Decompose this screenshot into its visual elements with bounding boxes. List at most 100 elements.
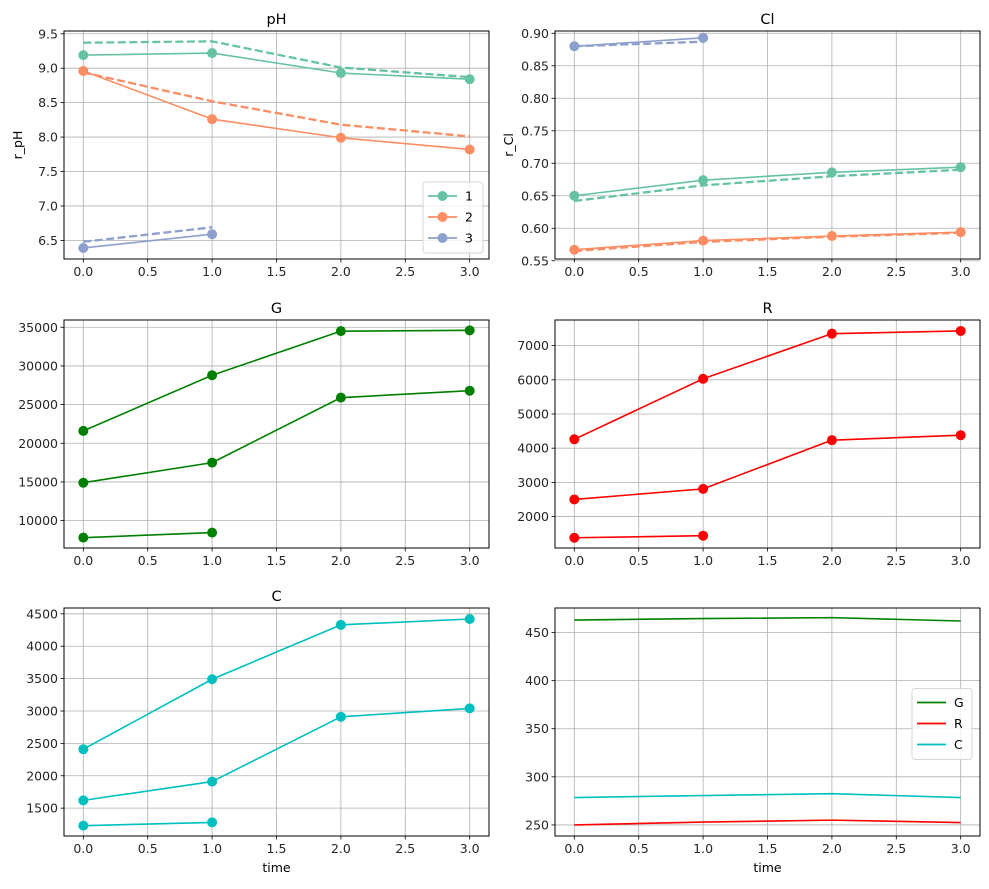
x-tick-label: 1.0: [202, 553, 222, 568]
y-tick-label: 0.75: [521, 123, 549, 138]
y-tick-label: 300: [525, 769, 549, 784]
series-line-3: [574, 37, 704, 48]
data-point-2: [335, 392, 346, 403]
x-tick-label: 0.5: [138, 553, 158, 568]
x-tick-label: 0.0: [73, 553, 93, 568]
y-tick-label: 0.65: [521, 188, 549, 203]
x-tick-label: 3.0: [951, 264, 971, 279]
legend-label: 3: [465, 231, 473, 246]
data-point-2: [464, 144, 475, 155]
y-tick-label: 9.5: [38, 26, 58, 41]
legend-marker-1: [437, 191, 448, 201]
data-point-3: [78, 532, 89, 543]
data-point-1: [569, 434, 580, 445]
axes-frame: [554, 30, 981, 260]
data-point-2: [464, 703, 475, 714]
data-point-1: [826, 328, 837, 339]
subplot-r: 0.0 0.5 1.0 1.5 2.0 2.5 3.0 2000 3000 4000 5000 600…: [517, 301, 981, 568]
y-tick-label: 250: [525, 817, 549, 832]
data-point-2: [207, 457, 218, 468]
x-tick-label: 0.0: [73, 841, 93, 856]
y-tick-label: 450: [525, 625, 549, 640]
y-tick-label: 9.0: [38, 61, 58, 76]
series-line-1-dashed: [574, 168, 961, 203]
series-line-2-dashed: [83, 71, 470, 138]
series-line-1: [82, 618, 470, 750]
y-tick-label: 35000: [18, 320, 58, 335]
y-tick-label: 15000: [18, 474, 58, 489]
data-point-2: [335, 711, 346, 722]
data-point-1: [464, 325, 475, 336]
x-tick-label: 0.5: [138, 841, 158, 856]
x-tick-label: 2.5: [395, 264, 415, 279]
data-point-1: [464, 614, 475, 625]
axes-frame: [554, 607, 981, 837]
data-point-2: [464, 385, 475, 396]
y-tick-label: 5000: [517, 407, 549, 422]
subplot-title: C: [271, 589, 281, 605]
legend-label: G: [954, 695, 964, 710]
data-point-2: [78, 65, 89, 76]
data-point-1: [78, 50, 89, 61]
data-point-2: [955, 227, 966, 238]
data-point-3: [207, 817, 218, 828]
x-tick-label: 2.5: [886, 264, 906, 279]
series-line-C: [574, 792, 961, 799]
legend-label: C: [954, 737, 963, 752]
x-tick-label: 0.0: [564, 264, 584, 279]
y-tick-label: 4000: [26, 639, 58, 654]
y-tick-label: 0.85: [521, 58, 549, 73]
data-point-3: [78, 820, 89, 831]
data-point-2: [569, 244, 580, 255]
data-point-1: [207, 48, 218, 59]
data-point-2: [78, 795, 89, 806]
series-line-1: [83, 52, 470, 81]
series-line-1-dashed: [83, 40, 470, 79]
x-tick-label: 3.0: [460, 841, 480, 856]
data-point-3: [207, 229, 218, 240]
y-tick-label: 400: [525, 673, 549, 688]
data-point-3: [569, 41, 580, 52]
series-line-2: [83, 389, 470, 484]
series-line-G: [574, 616, 961, 622]
x-tick-label: 0.5: [629, 841, 649, 856]
y-axis-label: r_Cl: [501, 133, 516, 157]
y-tick-label: 0.60: [521, 221, 549, 236]
data-point-1: [698, 175, 709, 186]
y-tick-label: 7.5: [38, 164, 58, 179]
series-line-3: [83, 821, 213, 827]
x-tick-label: 2.0: [822, 553, 842, 568]
data-point-3: [569, 532, 580, 543]
x-tick-label: 0.0: [73, 264, 93, 279]
x-tick-label: 1.5: [267, 264, 287, 279]
x-tick-label: 1.0: [693, 553, 713, 568]
x-tick-label: 1.5: [758, 264, 778, 279]
series-line-2: [83, 70, 470, 151]
y-tick-label: 350: [525, 721, 549, 736]
data-point-1: [826, 167, 837, 178]
x-tick-label: 2.5: [886, 553, 906, 568]
y-tick-label: 2500: [26, 736, 58, 751]
y-tick-label: 0.80: [521, 91, 549, 106]
x-tick-label: 2.5: [395, 841, 415, 856]
legend-label: 2: [465, 210, 473, 225]
y-tick-label: 4000: [517, 441, 549, 456]
x-tick-label: 3.0: [951, 841, 971, 856]
y-tick-label: 0.90: [521, 26, 549, 41]
subplot-summary: 0.0 0.5 1.0 1.5 2.0 2.5 3.0 250 300 350 400 450 time…: [525, 607, 981, 875]
data-point-1: [569, 190, 580, 201]
y-tick-label: 20000: [18, 436, 58, 451]
x-tick-label: 2.0: [331, 841, 351, 856]
y-tick-label: 4500: [26, 606, 58, 621]
data-point-3: [207, 527, 218, 538]
series-line-3-dashed: [574, 40, 704, 48]
y-tick-label: 3000: [517, 475, 549, 490]
data-point-1: [78, 744, 89, 755]
x-tick-label: 2.0: [822, 264, 842, 279]
legend-label: R: [954, 716, 963, 731]
x-tick-label: 1.5: [267, 553, 287, 568]
x-tick-label: 1.5: [758, 553, 778, 568]
data-point-3: [698, 32, 709, 43]
axes-frame: [554, 319, 981, 549]
subplot-title: Cl: [760, 12, 774, 28]
